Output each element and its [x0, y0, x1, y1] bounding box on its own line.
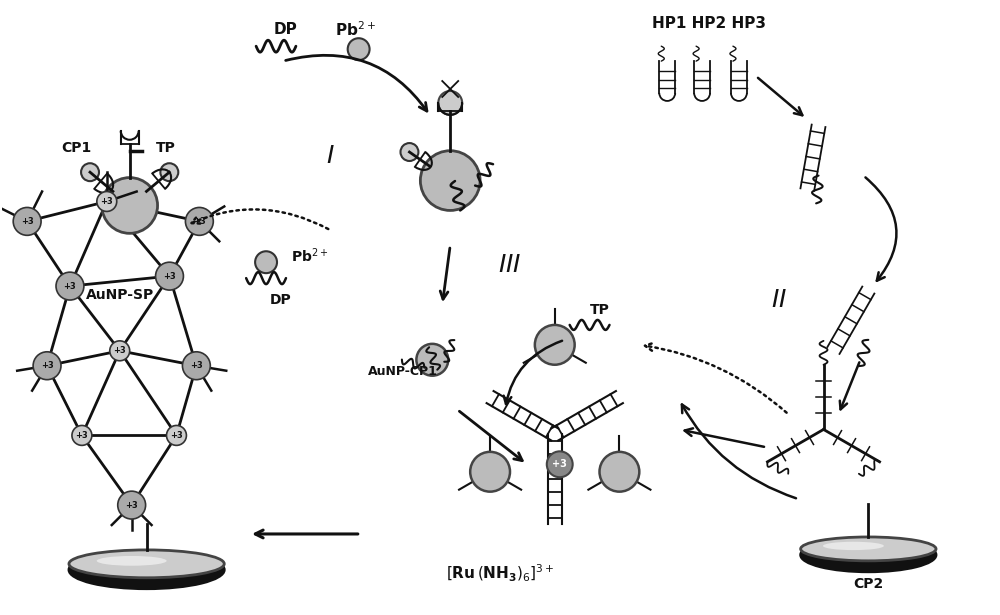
Text: TP: TP: [590, 303, 609, 317]
Circle shape: [400, 143, 418, 161]
Circle shape: [535, 325, 575, 365]
Text: +3: +3: [21, 217, 34, 226]
Text: $[\mathbf{Ru}\,(\mathbf{NH_3})_6]^{3+}$: $[\mathbf{Ru}\,(\mathbf{NH_3})_6]^{3+}$: [446, 563, 554, 584]
Circle shape: [13, 207, 41, 236]
Ellipse shape: [823, 542, 884, 550]
Circle shape: [182, 352, 210, 379]
Circle shape: [255, 252, 277, 273]
Circle shape: [97, 191, 117, 212]
Text: $II$: $II$: [771, 288, 787, 312]
Ellipse shape: [69, 550, 224, 577]
Text: $I$: $I$: [326, 144, 335, 168]
Circle shape: [470, 452, 510, 491]
Text: +3: +3: [76, 431, 88, 440]
Text: HP1 HP2 HP3: HP1 HP2 HP3: [652, 16, 766, 31]
Circle shape: [81, 163, 99, 181]
Text: AuNP-CP1: AuNP-CP1: [368, 365, 437, 378]
Text: DP: DP: [270, 293, 292, 307]
Ellipse shape: [69, 551, 224, 589]
Text: TP: TP: [156, 141, 175, 155]
Circle shape: [110, 341, 130, 361]
Text: DP: DP: [274, 22, 298, 37]
Circle shape: [118, 491, 146, 519]
Text: +3: +3: [190, 361, 203, 370]
Text: Pb$^{2+}$: Pb$^{2+}$: [291, 246, 328, 264]
Text: +3: +3: [163, 272, 176, 280]
Circle shape: [167, 426, 186, 445]
Circle shape: [348, 38, 370, 60]
Circle shape: [102, 178, 158, 233]
Ellipse shape: [801, 537, 936, 561]
Circle shape: [420, 151, 480, 210]
Text: +3: +3: [170, 431, 183, 440]
Text: CP1: CP1: [62, 141, 92, 155]
Circle shape: [547, 451, 573, 477]
Text: AuNP-SP: AuNP-SP: [86, 288, 154, 302]
Text: CP2: CP2: [853, 577, 883, 591]
Text: +3: +3: [64, 282, 76, 291]
Circle shape: [416, 344, 448, 376]
Circle shape: [156, 262, 183, 290]
Circle shape: [33, 352, 61, 379]
Text: +3: +3: [41, 361, 53, 370]
Circle shape: [438, 91, 462, 115]
Text: $III$: $III$: [498, 253, 522, 277]
Circle shape: [72, 426, 92, 445]
Circle shape: [160, 163, 178, 181]
Text: +3: +3: [113, 346, 126, 355]
Text: +3: +3: [100, 197, 113, 206]
Text: +3: +3: [125, 501, 138, 510]
Ellipse shape: [801, 538, 936, 572]
Text: Pb$^{2+}$: Pb$^{2+}$: [335, 20, 376, 39]
Circle shape: [600, 452, 639, 491]
Circle shape: [185, 207, 213, 236]
Ellipse shape: [97, 556, 167, 566]
Text: +3: +3: [552, 459, 567, 469]
Text: +3: +3: [193, 217, 206, 226]
Circle shape: [56, 272, 84, 300]
